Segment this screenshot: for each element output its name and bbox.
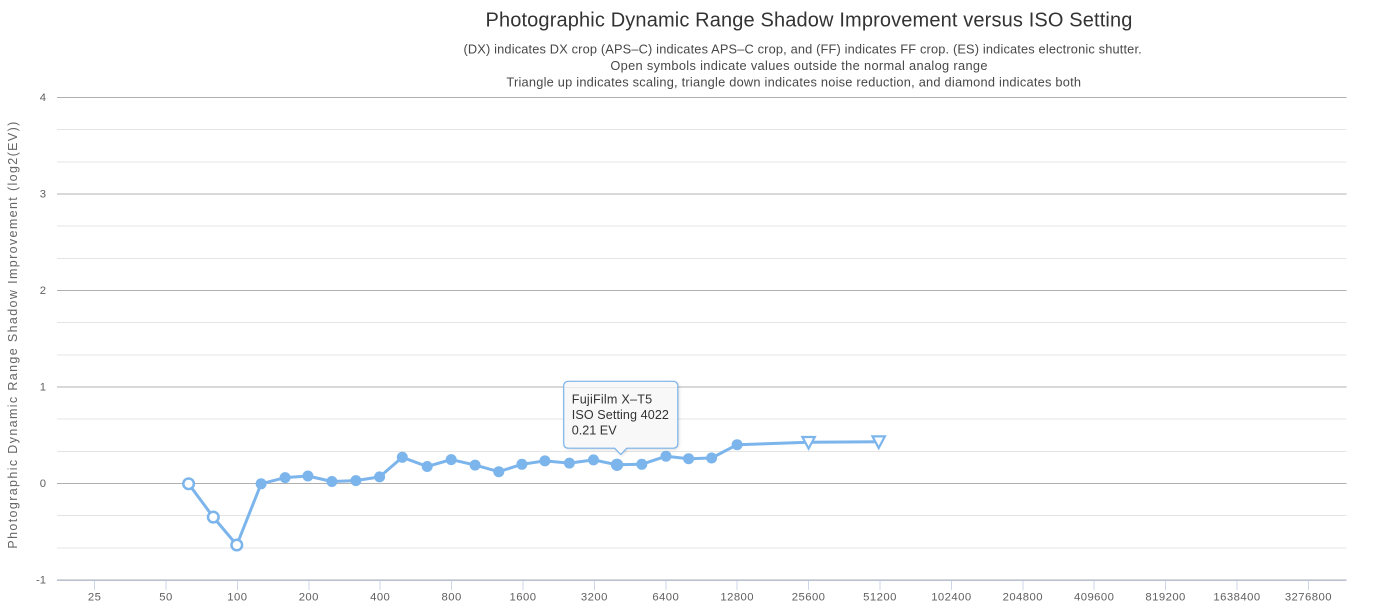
svg-text:Triangle up indicates scaling,: Triangle up indicates scaling, triangle …: [506, 74, 1081, 89]
svg-text:ISO Setting 4022: ISO Setting 4022: [572, 408, 669, 422]
svg-text:100: 100: [227, 591, 247, 603]
svg-text:25: 25: [88, 591, 101, 603]
svg-text:FujiFilm X–T5: FujiFilm X–T5: [572, 392, 653, 406]
svg-text:12800: 12800: [720, 591, 754, 603]
svg-text:0: 0: [40, 478, 46, 490]
svg-text:819200: 819200: [1145, 591, 1185, 603]
svg-text:-1: -1: [36, 575, 46, 587]
svg-text:409600: 409600: [1074, 591, 1114, 603]
svg-text:2: 2: [40, 285, 46, 297]
svg-text:800: 800: [441, 591, 461, 603]
svg-text:4: 4: [40, 92, 46, 104]
svg-text:1600: 1600: [510, 591, 537, 603]
svg-text:6400: 6400: [652, 591, 679, 603]
svg-text:Photographic Dynamic Range Sha: Photographic Dynamic Range Shadow Improv…: [6, 120, 20, 548]
svg-text:(DX) indicates DX crop (APS–C): (DX) indicates DX crop (APS–C) indicates…: [463, 41, 1141, 56]
svg-text:50: 50: [159, 591, 172, 603]
svg-text:3: 3: [40, 189, 46, 201]
svg-text:25600: 25600: [792, 591, 826, 603]
svg-text:200: 200: [299, 591, 319, 603]
svg-text:1638400: 1638400: [1213, 591, 1260, 603]
svg-text:400: 400: [370, 591, 390, 603]
svg-text:51200: 51200: [863, 591, 897, 603]
svg-text:0.21 EV: 0.21 EV: [572, 423, 617, 437]
svg-text:Photographic Dynamic Range Sha: Photographic Dynamic Range Shadow Improv…: [485, 10, 1132, 32]
svg-text:3276800: 3276800: [1285, 591, 1332, 603]
svg-text:1: 1: [40, 382, 46, 394]
svg-text:Open symbols indicate values o: Open symbols indicate values outside the…: [610, 58, 988, 73]
svg-text:3200: 3200: [581, 591, 608, 603]
svg-text:204800: 204800: [1003, 591, 1043, 603]
svg-text:102400: 102400: [931, 591, 971, 603]
